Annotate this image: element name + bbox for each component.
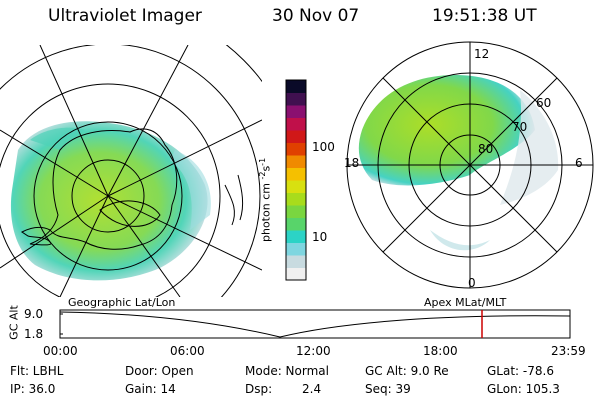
colorbar-unit-label: photon cm -2s-1 [258, 157, 273, 242]
glat-status: GLat: -78.6 [487, 364, 554, 378]
mlat-label-60: 60 [536, 96, 552, 110]
colorbar-segment [286, 192, 306, 206]
colorbar-segment [286, 130, 306, 143]
mlt-label-right: 6 [575, 156, 583, 170]
colorbar-segment [286, 142, 306, 156]
colorbar-segment [286, 267, 306, 281]
colorbar-segment [286, 242, 306, 256]
mode-status: Mode: Normal [245, 364, 329, 378]
left-aurora-region [10, 121, 208, 281]
colorbar-tick-10: 10 [312, 230, 328, 244]
dsp-status-value: 2.4 [302, 382, 322, 396]
mlt-label-bottom: 0 [468, 276, 476, 290]
colorbar-segment [286, 167, 306, 181]
x-tick-0600: 06:00 [170, 344, 205, 358]
gcalt-status: GC Alt: 9.0 Re [365, 364, 449, 378]
dsp-status-label: Dsp: [245, 382, 273, 396]
time-label: 19:51:38 UT [432, 6, 537, 26]
timeline-axis-label: GC Alt [7, 305, 21, 340]
x-tick-1800: 18:00 [423, 344, 458, 358]
colorbar-segment [286, 105, 306, 118]
colorbar [286, 80, 306, 281]
y-tick-low: 1.8 [24, 327, 44, 341]
filter-status: Flt: LBHL [10, 364, 64, 378]
instrument-title: Ultraviolet Imager [48, 6, 202, 26]
x-tick-0000: 00:00 [43, 344, 78, 358]
colorbar-segment [286, 155, 306, 168]
colorbar-segment [286, 80, 306, 93]
colorbar-segment [286, 205, 306, 218]
gain-status: Gain: 14 [125, 382, 176, 396]
timeline-plot [59, 309, 571, 339]
mlt-label-top: 12 [474, 47, 490, 61]
right-aurora-region [358, 75, 535, 186]
colorbar-segment [286, 180, 306, 193]
altitude-curve [59, 311, 571, 338]
mlat-label-80: 80 [478, 142, 494, 156]
antarctica-coastline [21, 128, 178, 250]
glon-status: GLon: 105.3 [487, 382, 560, 396]
ip-status: IP: 36.0 [10, 382, 56, 396]
geographic-label: Geographic Lat/Lon [68, 296, 176, 309]
apex-label: Apex MLat/MLT [424, 296, 507, 309]
x-tick-1200: 12:00 [296, 344, 331, 358]
y-tick-high: 9.0 [24, 307, 44, 321]
date-label: 30 Nov 07 [272, 6, 360, 26]
colorbar-segment [286, 117, 306, 131]
door-status: Door: Open [125, 364, 194, 378]
mlt-label-left: 18 [344, 156, 360, 170]
colorbar-segment [286, 230, 306, 243]
colorbar-segment [286, 217, 306, 231]
x-tick-2359: 23:59 [551, 344, 586, 358]
colorbar-segment [286, 92, 306, 106]
mlat-label-70: 70 [512, 120, 528, 134]
colorbar-tick-100: 100 [312, 140, 335, 154]
colorbar-segment [286, 255, 306, 268]
seq-status: Seq: 39 [365, 382, 411, 396]
